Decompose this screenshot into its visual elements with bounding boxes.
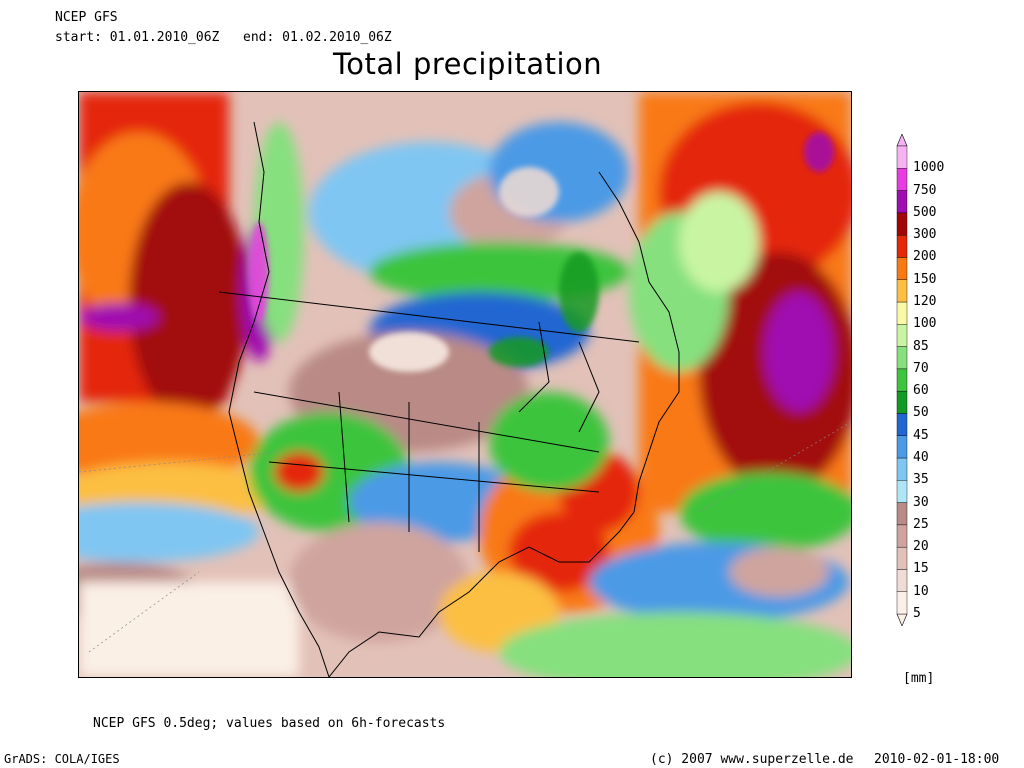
legend-label: 5 (913, 606, 921, 621)
legend-swatch (896, 480, 908, 503)
legend-swatch (896, 435, 908, 459)
legend-label: 10 (913, 583, 929, 599)
copyright-text: (c) 2007 www.superzelle.de (650, 752, 854, 767)
legend-label: 30 (913, 494, 929, 510)
end-time: end: 01.02.2010_06Z (243, 30, 392, 45)
color-legend (896, 134, 908, 626)
legend-label: 750 (913, 182, 937, 198)
legend-swatch (896, 257, 908, 280)
model-name: NCEP GFS (55, 10, 118, 25)
legend-label: 85 (913, 338, 929, 354)
legend-swatch (896, 145, 908, 169)
legend-swatch (896, 546, 908, 570)
legend-label: 15 (913, 561, 929, 577)
legend-label: 50 (913, 405, 929, 421)
legend-swatch (896, 502, 908, 526)
start-time: start: 01.01.2010_06Z (55, 30, 220, 45)
legend-swatch (896, 346, 908, 370)
legend-unit: [mm] (903, 671, 935, 686)
legend-swatch (896, 591, 908, 615)
map-title: Total precipitation (333, 47, 603, 81)
legend-swatch (896, 457, 908, 481)
legend-label: 25 (913, 516, 929, 532)
legend-swatch (896, 301, 908, 325)
legend-label: 1000 (913, 160, 945, 176)
legend-swatch (896, 390, 908, 414)
legend-swatch (896, 413, 908, 436)
grads-credit: GrADS: COLA/IGES (4, 752, 120, 766)
legend-swatch (896, 569, 908, 592)
legend-label: 100 (913, 316, 937, 332)
legend-swatch (896, 212, 908, 236)
legend-swatch (896, 234, 908, 258)
legend-swatch (896, 190, 908, 214)
legend-label: 45 (913, 427, 929, 443)
legend-arrow-top (896, 134, 908, 147)
legend-swatch (896, 168, 908, 191)
legend-label: 200 (913, 249, 937, 265)
legend-swatch (896, 368, 908, 392)
legend-label: 60 (913, 383, 929, 399)
legend-swatch (896, 524, 908, 548)
legend-arrow-bottom (896, 613, 908, 626)
legend-label: 150 (913, 271, 937, 287)
legend-label: 500 (913, 204, 937, 220)
legend-label: 70 (913, 360, 929, 376)
legend-label: 300 (913, 227, 937, 243)
legend-label: 40 (913, 450, 929, 465)
precipitation-map (78, 91, 852, 678)
legend-swatch (896, 324, 908, 347)
legend-label: 35 (913, 472, 929, 488)
legend-label: 20 (913, 539, 929, 555)
model-note: NCEP GFS 0.5deg; values based on 6h-fore… (93, 716, 446, 731)
legend-label: 120 (913, 294, 937, 309)
timestamp: 2010-02-01-18:00 (874, 752, 1000, 767)
legend-swatch (896, 279, 908, 303)
